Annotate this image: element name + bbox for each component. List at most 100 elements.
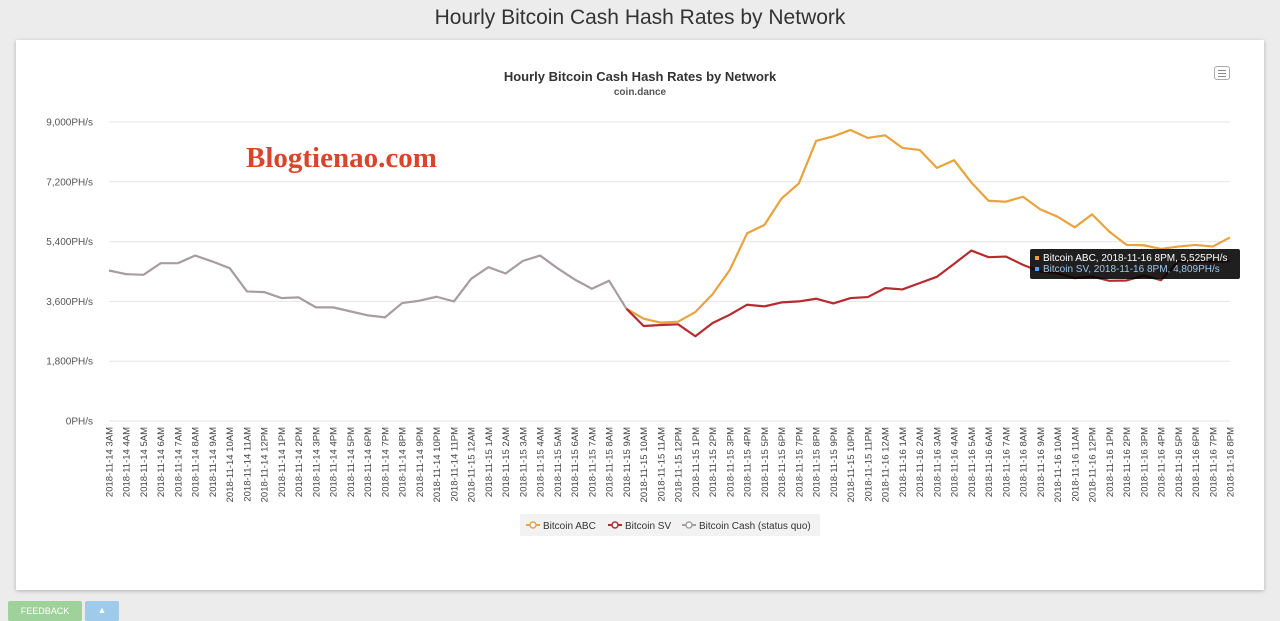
- y-axis-labels: 0PH/s 1,800PH/s 3,600PH/s 5,400PH/s 7,200PH/…: [46, 118, 93, 428]
- x-tick-label: 2018-11-14 7AM: [173, 427, 184, 497]
- x-tick-label: 2018-11-16 3PM: [1139, 427, 1150, 497]
- x-tick-label: 2018-11-16 12PM: [1088, 427, 1099, 502]
- x-tick-label: 2018-11-14 5AM: [139, 427, 150, 497]
- x-tick-label: 2018-11-14 3AM: [105, 427, 116, 497]
- hash-rate-chart: Hourly Bitcoin Cash Hash Rates by Networ…: [46, 69, 1237, 536]
- x-tick-label: 2018-11-14 12PM: [260, 427, 271, 502]
- x-tick-label: 2018-11-14 9AM: [208, 427, 219, 497]
- x-tick-label: 2018-11-14 3PM: [311, 427, 322, 497]
- x-tick-label: 2018-11-15 4AM: [536, 427, 547, 497]
- x-tick-label: 2018-11-14 10AM: [225, 427, 236, 502]
- x-tick-label: 2018-11-14 2PM: [294, 427, 305, 497]
- x-tick-label: 2018-11-16 8PM: [1226, 427, 1237, 497]
- x-tick-label: 2018-11-15 11PM: [863, 427, 874, 502]
- x-tick-label: 2018-11-15 7AM: [587, 427, 598, 497]
- x-tick-label: 2018-11-14 11AM: [242, 427, 253, 502]
- x-tick-label: 2018-11-14 8AM: [191, 427, 202, 497]
- x-tick-label: 2018-11-15 2PM: [708, 427, 719, 497]
- legend-marker: [529, 521, 537, 529]
- x-tick-label: 2018-11-14 10PM: [432, 427, 443, 502]
- x-tick-label: 2018-11-15 12PM: [674, 427, 685, 502]
- x-tick-label: 2018-11-15 8PM: [812, 427, 823, 497]
- tooltip-line-abc: Bitcoin ABC, 2018-11-16 8PM, 5,525PH/s: [1043, 253, 1228, 264]
- x-tick-label: 2018-11-15 3AM: [518, 427, 529, 497]
- x-tick-label: 2018-11-16 1AM: [898, 427, 909, 497]
- x-tick-label: 2018-11-16 6PM: [1191, 427, 1202, 497]
- legend-label: Bitcoin ABC: [543, 521, 596, 532]
- x-tick-label: 2018-11-15 1PM: [691, 427, 702, 497]
- y-tick-label: 5,400PH/s: [46, 237, 93, 248]
- x-tick-label: 2018-11-15 12AM: [467, 427, 478, 502]
- x-tick-label: 2018-11-16 3AM: [932, 427, 943, 497]
- legend-label: Bitcoin Cash (status quo): [699, 521, 811, 532]
- x-tick-label: 2018-11-15 7PM: [794, 427, 805, 497]
- x-axis-labels: 2018-11-14 3AM 2018-11-14 4AM 2018-11-14 5…: [105, 427, 1237, 502]
- x-tick-label: 2018-11-14 9PM: [415, 427, 426, 497]
- x-tick-label: 2018-11-15 11AM: [656, 427, 667, 502]
- legend-label: Bitcoin SV: [625, 521, 671, 532]
- x-tick-label: 2018-11-15 1AM: [484, 427, 495, 497]
- x-tick-label: 2018-11-14 6PM: [363, 427, 374, 497]
- tooltip-row-sv: Bitcoin SV, 2018-11-16 8PM, 4,809PH/s: [1035, 264, 1240, 275]
- y-tick-label: 0PH/s: [66, 417, 93, 428]
- x-tick-label: 2018-11-16 5AM: [967, 427, 978, 497]
- legend-marker: [685, 521, 693, 529]
- x-tick-label: 2018-11-16 7PM: [1208, 427, 1219, 497]
- legend-item[interactable]: Bitcoin ABC: [526, 521, 596, 532]
- x-tick-label: 2018-11-16 1PM: [1105, 427, 1116, 497]
- series-lines: [108, 128, 1231, 338]
- tooltip-line-sv: Bitcoin SV, 2018-11-16 8PM, 4,809PH/s: [1043, 264, 1220, 275]
- y-tick-label: 1,800PH/s: [46, 357, 93, 368]
- chart-menu-button[interactable]: [1214, 66, 1230, 80]
- x-tick-label: 2018-11-15 5PM: [760, 427, 771, 497]
- x-tick-label: 2018-11-16 7AM: [1001, 427, 1012, 497]
- abc-dot: [1035, 256, 1039, 260]
- legend-item[interactable]: Bitcoin SV: [608, 521, 671, 532]
- sv-dot: [1035, 267, 1039, 271]
- watermark: Blogtienao.com: [246, 142, 437, 174]
- x-tick-label: 2018-11-15 6AM: [570, 427, 581, 497]
- x-tick-label: 2018-11-14 11PM: [449, 427, 460, 502]
- chart-tooltip: Bitcoin ABC, 2018-11-16 8PM, 5,525PH/s B…: [1030, 249, 1240, 279]
- series-line-bitcoin-cash-status-quo[interactable]: [108, 254, 628, 319]
- x-tick-label: 2018-11-15 6PM: [777, 427, 788, 497]
- chart-title: Hourly Bitcoin Cash Hash Rates by Networ…: [504, 69, 777, 84]
- legend: Bitcoin ABC Bitcoin SV Bitcoin Cash (statu…: [520, 514, 820, 536]
- x-tick-label: 2018-11-14 4PM: [329, 427, 340, 497]
- y-tick-label: 9,000PH/s: [46, 118, 93, 129]
- x-tick-label: 2018-11-15 9PM: [829, 427, 840, 497]
- x-tick-label: 2018-11-16 2AM: [915, 427, 926, 497]
- x-tick-label: 2018-11-15 3PM: [725, 427, 736, 497]
- x-tick-label: 2018-11-16 8AM: [1019, 427, 1030, 497]
- legend-marker: [611, 521, 619, 529]
- series-line-bitcoin-abc[interactable]: [625, 128, 1231, 324]
- twitter-icon: ▲: [97, 605, 107, 615]
- x-tick-label: 2018-11-16 4AM: [950, 427, 961, 497]
- x-tick-label: 2018-11-15 5AM: [553, 427, 564, 497]
- chart-subtitle: coin.dance: [614, 87, 667, 98]
- tooltip-row-abc: Bitcoin ABC, 2018-11-16 8PM, 5,525PH/s: [1035, 253, 1240, 264]
- y-tick-label: 3,600PH/s: [46, 297, 93, 308]
- x-tick-label: 2018-11-14 1PM: [277, 427, 288, 497]
- x-tick-label: 2018-11-15 8AM: [605, 427, 616, 497]
- x-tick-label: 2018-11-16 10AM: [1053, 427, 1064, 502]
- twitter-button[interactable]: ▲: [85, 601, 119, 621]
- x-tick-label: 2018-11-15 10PM: [846, 427, 857, 502]
- series-line-bitcoin-sv[interactable]: [625, 249, 1231, 338]
- x-tick-label: 2018-11-15 9AM: [622, 427, 633, 497]
- x-tick-label: 2018-11-16 11AM: [1070, 427, 1081, 502]
- x-tick-label: 2018-11-14 8PM: [398, 427, 409, 497]
- x-tick-label: 2018-11-14 4AM: [122, 427, 133, 497]
- legend-item[interactable]: Bitcoin Cash (status quo): [682, 521, 811, 532]
- x-tick-label: 2018-11-16 5PM: [1174, 427, 1185, 497]
- x-tick-label: 2018-11-16 2PM: [1122, 427, 1133, 497]
- page-title: Hourly Bitcoin Cash Hash Rates by Networ…: [434, 6, 846, 29]
- x-tick-label: 2018-11-16 12AM: [881, 427, 892, 502]
- x-tick-label: 2018-11-14 6AM: [156, 427, 167, 497]
- legend-box: [520, 514, 820, 536]
- x-tick-label: 2018-11-16 9AM: [1036, 427, 1047, 497]
- y-tick-label: 7,200PH/s: [46, 177, 93, 188]
- feedback-button[interactable]: FEEDBACK: [8, 601, 82, 621]
- x-tick-label: 2018-11-15 2AM: [501, 427, 512, 497]
- x-tick-label: 2018-11-16 6AM: [984, 427, 995, 497]
